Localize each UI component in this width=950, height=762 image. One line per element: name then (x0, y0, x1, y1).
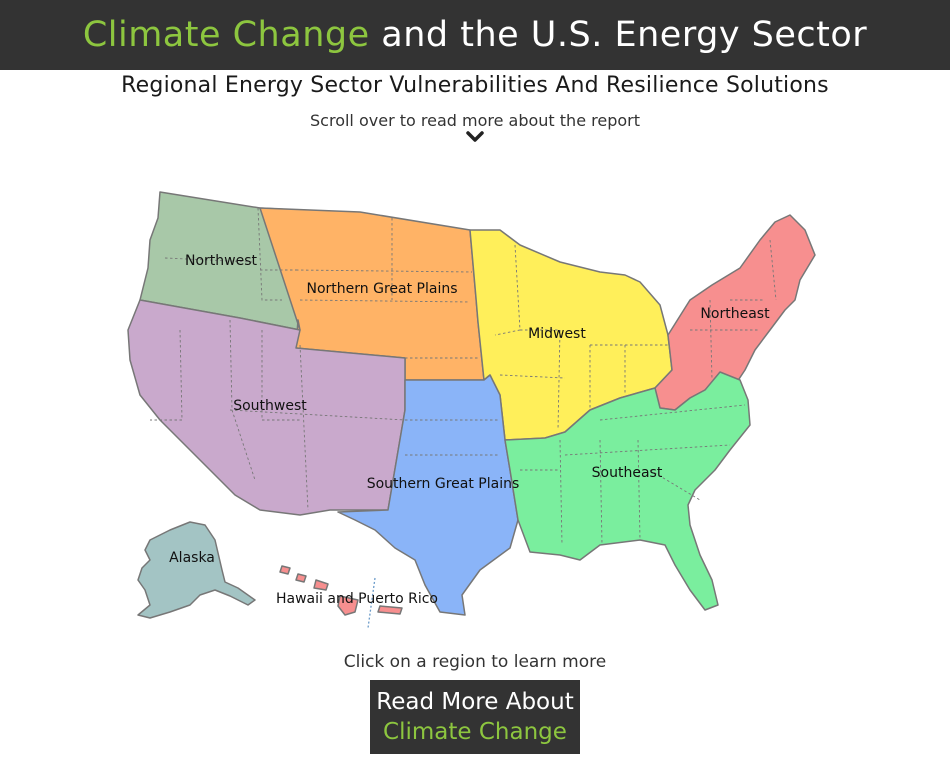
us-regions-map: Northwest Northern Great Plains Midwest … (127, 191, 816, 629)
region-southern-great-plains[interactable] (337, 374, 519, 616)
read-more-line1: Read More About (376, 689, 574, 715)
state-borders (150, 207, 777, 546)
page-title: Climate Change and the U.S. Energy Secto… (83, 15, 867, 55)
top-banner: Climate Change and the U.S. Energy Secto… (0, 0, 950, 70)
region-southwest[interactable] (127, 299, 406, 516)
region-southeast[interactable] (504, 371, 751, 611)
title-rest: and the U.S. Energy Sector (369, 15, 868, 55)
scroll-hint: Scroll over to read more about the repor… (310, 111, 640, 130)
page-subtitle: Regional Energy Sector Vulnerabilities A… (121, 73, 829, 98)
chevron-down-icon[interactable] (466, 130, 484, 144)
map-inset-divider (367, 577, 376, 629)
title-accent: Climate Change (82, 15, 370, 55)
region-alaska[interactable] (137, 521, 256, 619)
region-hawaii-puerto-rico[interactable] (279, 565, 403, 616)
click-hint: Click on a region to learn more (343, 652, 607, 672)
read-more-button[interactable]: Read More About Climate Change (370, 680, 580, 754)
read-more-line2: Climate Change (383, 719, 567, 745)
